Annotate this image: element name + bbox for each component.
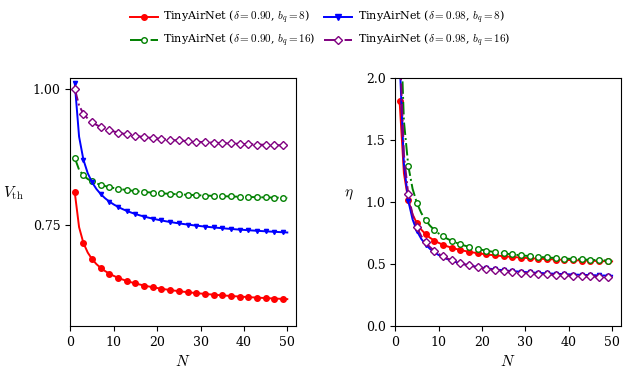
Legend: TinyAirNet ($\delta = 0.90$, $b_q = 8$), TinyAirNet ($\delta = 0.90$, $b_q = 16$: TinyAirNet ($\delta = 0.90$, $b_q = 8$),… — [127, 5, 513, 53]
X-axis label: $N$: $N$ — [175, 354, 191, 369]
Y-axis label: $\eta$: $\eta$ — [344, 187, 354, 202]
X-axis label: $N$: $N$ — [500, 354, 516, 369]
Y-axis label: $V_{\mathrm{th}}$: $V_{\mathrm{th}}$ — [3, 184, 24, 202]
